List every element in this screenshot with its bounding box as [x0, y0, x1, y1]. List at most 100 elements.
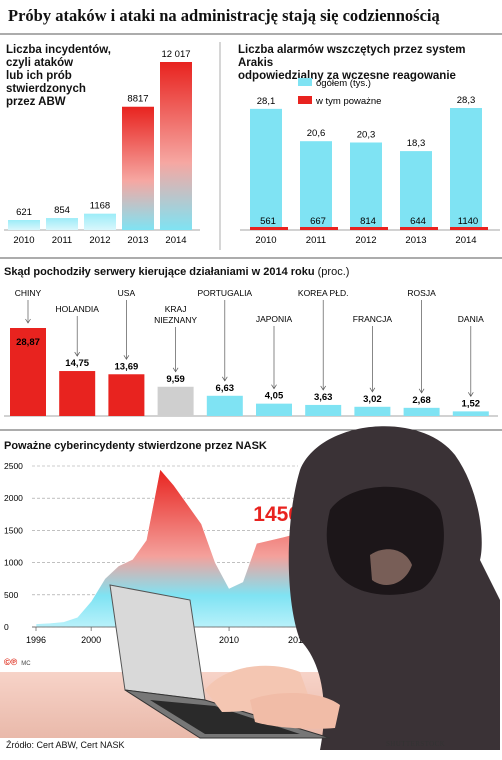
arakis-serious-bar: [350, 227, 388, 230]
servers-value-label: 28,87: [16, 337, 40, 348]
servers-chart-title: Skąd pochodziły serwery kierujące działa…: [4, 266, 349, 278]
servers-leader-arrow: [468, 392, 474, 398]
servers-leader-arrow: [123, 355, 130, 360]
abw-bar: [8, 220, 40, 230]
arakis-total-bar: [400, 151, 432, 230]
page-title: Próby ataków i ataki na administrację st…: [8, 6, 440, 25]
arakis-serious-label: 561: [260, 216, 276, 227]
arakis-total-bar: [250, 108, 282, 230]
arakis-serious-bar: [450, 227, 488, 230]
legend-label-total: ogółem (tys.): [316, 78, 371, 89]
arakis-serious-label: 1140: [458, 216, 478, 227]
arakis-total-label: 28,1: [257, 96, 276, 107]
hood-shadow: [326, 486, 444, 595]
laptop-keyboard: [150, 700, 300, 734]
servers-bar: [108, 374, 145, 416]
abw-year-label: 2011: [52, 235, 72, 246]
abw-bar: [46, 218, 78, 230]
source-note: Źródło: Cert ABW, Cert NASK: [6, 740, 125, 750]
arakis-total-label: 28,3: [457, 95, 476, 106]
nask-ytick-label: 2500: [4, 461, 23, 471]
servers-bar: [354, 406, 391, 416]
servers-leader-arrow: [74, 351, 80, 357]
servers-unit: (proc.): [317, 266, 350, 278]
servers-bar: [452, 411, 489, 416]
servers-leader-arrow: [320, 385, 326, 391]
servers-bar: [256, 403, 292, 416]
servers-country-label: CHINY: [15, 288, 42, 298]
servers-value-label: 14,75: [65, 358, 89, 369]
servers-value-label: 3,02: [363, 394, 382, 405]
abw-value-label: 12 017: [161, 49, 190, 60]
abw-year-label: 2012: [89, 235, 110, 246]
servers-bar: [206, 395, 243, 416]
nask-area: [35, 468, 299, 628]
arakis-serious-label: 814: [360, 216, 376, 227]
abw-year-label: 2013: [127, 235, 148, 246]
servers-country-label: DANIA: [458, 314, 484, 324]
servers-bar: [403, 407, 440, 416]
abw-value-label: 621: [16, 207, 32, 218]
abw-chart-title: Liczba incydentów, czyli ataków lub ich …: [6, 44, 112, 108]
nask-chart-title: Poważne cyberincydenty stwierdzone przez…: [4, 440, 267, 452]
abw-bar: [122, 106, 154, 230]
legend-swatch-total: [298, 78, 312, 86]
servers-value-label: 4,05: [265, 391, 284, 402]
arakis-total-label: 20,3: [357, 129, 376, 140]
arakis-serious-bar: [250, 227, 288, 230]
nask-ytick-label: 0: [4, 622, 9, 632]
servers-value-label: 13,69: [115, 361, 139, 372]
servers-country-label: USA: [118, 288, 136, 298]
servers-country-label: FRANCJA: [353, 314, 393, 324]
nask-chart: 0500100015002000250019962000200520102015…: [4, 461, 308, 645]
arakis-year-label: 2010: [255, 235, 276, 246]
servers-leader-arrow: [369, 387, 376, 393]
servers-country-label: HOLANDIA: [55, 304, 99, 314]
nask-xtick-label: 1996: [26, 635, 46, 645]
servers-country-label: JAPONIA: [256, 314, 293, 324]
arakis-year-label: 2014: [455, 235, 476, 246]
abw-value-label: 8817: [127, 94, 148, 105]
servers-leader-arrow: [25, 318, 31, 324]
arakis-year-label: 2011: [306, 235, 326, 246]
arakis-chart-title: Liczba alarmów wszczętych przez system A…: [238, 44, 466, 82]
nask-ytick-label: 1000: [4, 558, 23, 568]
abw-year-label: 2010: [13, 235, 34, 246]
legend-label-serious: w tym poważne: [315, 96, 381, 107]
laptop-screen: [109, 584, 206, 701]
servers-bar: [59, 371, 96, 416]
arakis-total-label: 20,6: [307, 128, 326, 139]
servers-bar: [10, 328, 46, 416]
publisher-logo: ©℗ MC: [4, 657, 31, 667]
arakis-total-bar: [350, 142, 382, 230]
servers-country-label: KRAJ: [165, 304, 187, 314]
servers-value-label: 6,63: [216, 383, 235, 394]
arakis-year-label: 2012: [355, 235, 376, 246]
nask-highlight-label: 1456: [253, 503, 300, 526]
servers-value-label: 2,68: [412, 395, 431, 406]
servers-value-label: 3,63: [314, 392, 333, 403]
servers-bar: [157, 386, 194, 416]
nask-ytick-label: 2000: [4, 493, 23, 503]
arakis-total-bar: [300, 141, 332, 230]
hacker-illustration: [0, 426, 500, 750]
right-hand: [250, 693, 340, 729]
servers-value-label: 1,52: [462, 398, 481, 409]
nask-ytick-label: 1500: [4, 525, 23, 535]
servers-country-label: NIEZNANY: [154, 315, 197, 325]
servers-leader-arrow: [172, 367, 179, 373]
servers-country-label: KOREA PŁD.: [298, 288, 349, 298]
arakis-serious-bar: [300, 227, 338, 230]
nask-xtick-label: 2015: [288, 635, 308, 645]
servers-leader-arrow: [271, 384, 277, 390]
servers-value-label: 9,59: [166, 374, 185, 385]
nask-xtick-label: 2000: [81, 635, 101, 645]
servers-chart: 28,87 CHINY 14,75 HOLANDIA 13,69 USA 9,59 KRAJN…: [4, 288, 498, 417]
nask-xtick-label: 2010: [219, 635, 239, 645]
servers-country-label: ROSJA: [407, 288, 436, 298]
arakis-total-bar: [450, 108, 482, 230]
abw-chart: 621 2010 854 2011 1168 2012 8817 2013 12 017 2014: [4, 49, 200, 246]
arakis-serious-bar: [400, 227, 438, 230]
arakis-total-label: 18,3: [407, 138, 426, 149]
